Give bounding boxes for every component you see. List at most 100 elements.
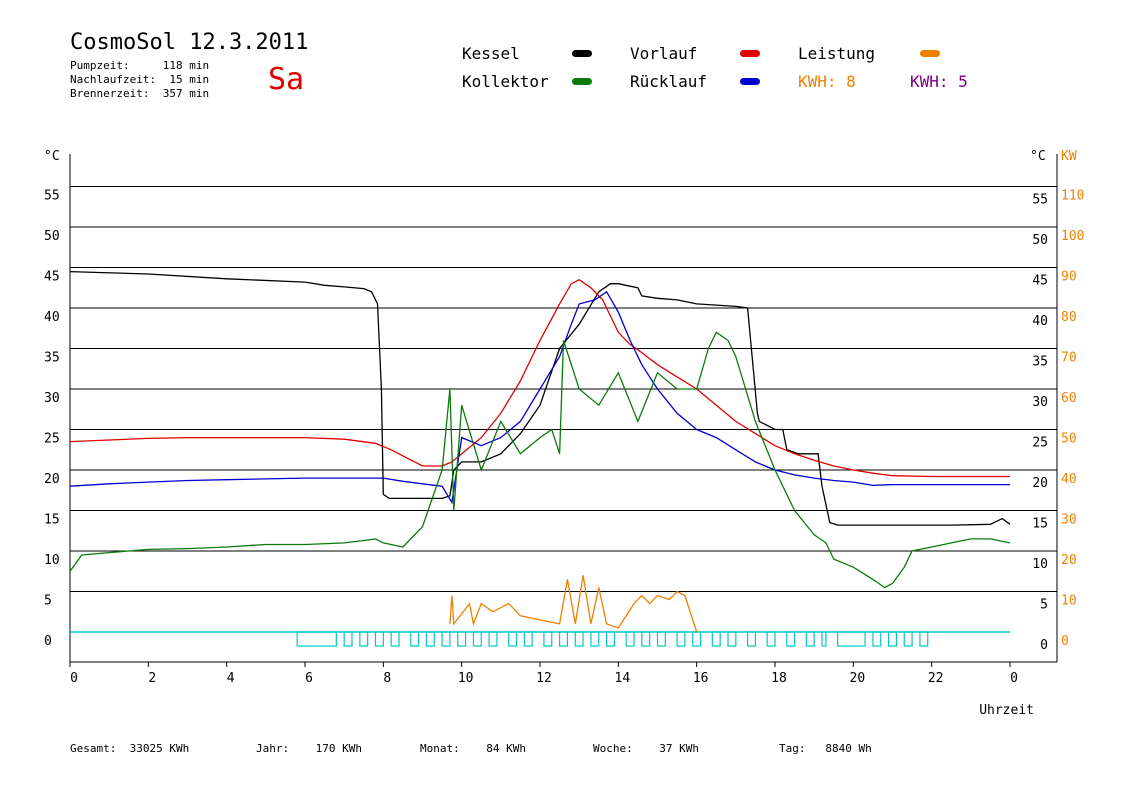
y-tick-label: 25 [44,432,60,447]
y2-tick-label-celsius: 35 [1032,355,1048,370]
y2-axis-unit-kw: KW [1061,149,1077,164]
legend-vorlauf-swatch [740,50,760,57]
x-tick-label: 4 [227,671,235,686]
y2-tick-label-celsius: 20 [1032,476,1048,491]
chart-title: CosmoSol 12.3.2011 [70,30,309,55]
pump-segment [359,631,369,647]
y2-tick-label-kw: 70 [1061,351,1077,366]
y2-tick-label-celsius: 5 [1040,598,1048,613]
x-tick-label: 16 [693,671,709,686]
pump-segment [821,631,827,647]
pump-segment [343,631,353,647]
pump-segment [676,631,686,647]
x-tick-label: 0 [70,671,78,686]
pump-segment [390,631,400,647]
y-axis-unit-right: °C [1030,149,1046,164]
legend-kessel-swatch [572,50,592,57]
series-leistung-line [449,575,698,633]
pump-segment [837,631,866,647]
pump-segment [425,631,435,647]
footer-gesamt: Gesamt: 33025 KWh [70,742,190,755]
pump-segment [508,631,518,647]
footer-jahr: Jahr: 170 KWh [256,742,362,755]
series-vorlauf-line [69,278,1010,478]
series-ruecklauf-line [69,290,1010,505]
y2-tick-label-celsius: 25 [1032,436,1048,451]
pump-segment [692,631,702,647]
y2-tick-label-kw: 40 [1061,472,1077,487]
y2-tick-label-kw: 110 [1061,189,1084,204]
y2-tick-label-kw: 20 [1061,553,1077,568]
legend-kwh-purple: KWH: 5 [910,72,968,91]
brennerzeit-label: Brennerzeit: 357 min [70,87,210,100]
footer-monat: Monat: 84 KWh [420,742,526,755]
legend-ruecklauf-label: Rücklauf [630,72,708,91]
legend-kwh-orange: KWH: 8 [798,72,856,91]
pump-segment [374,631,384,647]
pump-segment [711,631,721,647]
y2-tick-label-kw: 80 [1061,310,1077,325]
y-tick-label: 0 [44,634,52,649]
y-tick-label: 55 [44,189,60,204]
x-tick-label: 0 [1010,671,1018,686]
pump-segment [625,631,635,647]
series-kollektor-line [69,331,1011,589]
pump-segment [457,631,467,647]
pump-segment [919,631,929,647]
y-axis-unit-left: °C [44,149,60,164]
pump-segment [727,631,737,647]
legend-leistung-swatch [920,50,940,57]
y-tick-label: 20 [44,472,60,487]
legend-ruecklauf-swatch [740,78,760,85]
pump-segment [590,631,600,647]
weekday-label: Sa [268,62,305,97]
y-tick-label: 30 [44,391,60,406]
y-tick-label: 5 [44,594,52,609]
legend-kessel-label: Kessel [462,44,520,63]
series-kessel-line [69,270,1011,526]
y2-tick-label-kw: 50 [1061,432,1077,447]
x-tick-label: 20 [850,671,866,686]
pump-segment [766,631,776,647]
legend-leistung-label: Leistung [798,44,876,63]
x-tick-label: 18 [771,671,787,686]
pump-segment [574,631,584,647]
y2-tick-label-celsius: 45 [1032,274,1048,289]
y2-tick-label-kw: 10 [1061,594,1077,609]
y-tick-label: 50 [44,229,60,244]
y2-tick-label-kw: 0 [1061,634,1069,649]
pump-segment [296,631,337,647]
legend-kollektor-label: Kollektor [462,72,549,91]
y2-tick-label-kw: 60 [1061,391,1077,406]
y-tick-label: 10 [44,553,60,568]
pump-segment [472,631,482,647]
y-tick-label: 15 [44,513,60,528]
nachlaufzeit-label: Nachlaufzeit: 15 min [70,73,210,86]
legend-kollektor-swatch [572,78,592,85]
pump-segment [746,631,757,647]
footer-tag: Tag: 8840 Wh [779,742,872,755]
legend-vorlauf-label: Vorlauf [630,44,698,63]
x-tick-label: 14 [615,671,631,686]
x-tick-label: 2 [148,671,156,686]
y2-tick-label-celsius: 10 [1032,557,1048,572]
y-tick-label: 35 [44,351,60,366]
y-tick-label: 45 [44,270,60,285]
x-tick-label: 10 [458,671,474,686]
pump-segment [543,631,553,647]
pump-segment [523,631,533,647]
pumpzeit-label: Pumpzeit: 118 min [70,59,210,72]
y2-tick-label-kw: 30 [1061,513,1077,528]
y2-tick-label-kw: 90 [1061,270,1077,285]
pump-segment [805,631,815,647]
y-tick-label: 40 [44,310,60,325]
x-tick-label: 22 [928,671,944,686]
pump-segment [887,631,898,647]
x-tick-label: 8 [383,671,391,686]
y2-tick-label-celsius: 0 [1040,638,1048,653]
pump-segment [872,631,882,647]
pump-segment [558,631,569,647]
pump-segment [441,631,451,647]
pump-segment [786,631,796,647]
pump-segment [641,631,651,647]
